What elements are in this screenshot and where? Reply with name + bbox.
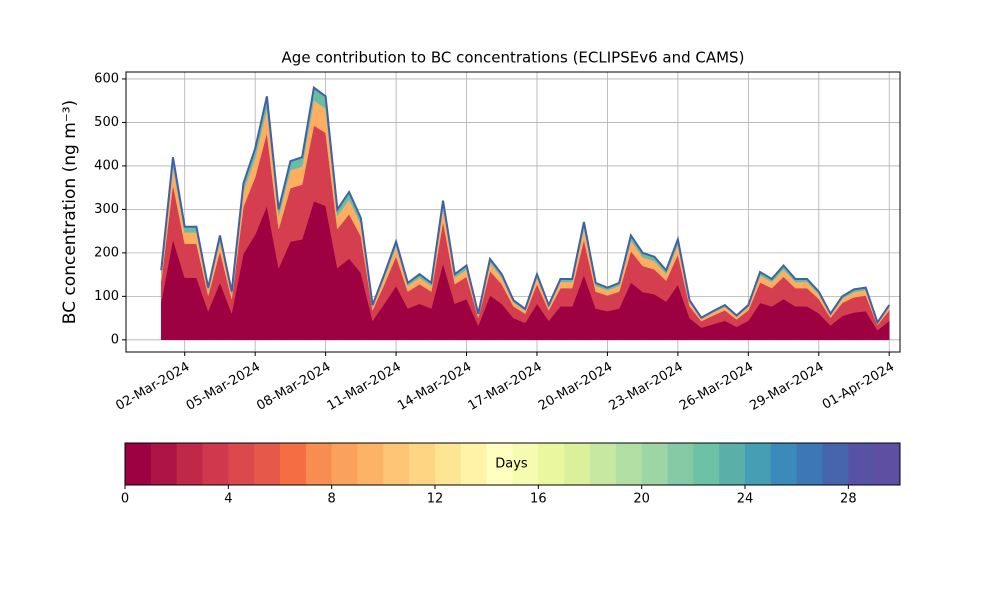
y-tick-label: 300 <box>94 202 119 217</box>
colorbar-cell <box>460 443 488 485</box>
chart-title: Age contribution to BC concentrations (E… <box>282 49 745 67</box>
colorbar-cell <box>383 443 410 485</box>
y-axis-label: BC concentration (ng m⁻³) <box>60 100 80 324</box>
colorbar-tick-label: 8 <box>328 492 336 507</box>
x-tick-label: 08-Mar-2024 <box>254 360 333 414</box>
colorbar-cell <box>693 443 720 485</box>
colorbar-cell <box>228 443 255 485</box>
plot-frame <box>125 71 901 353</box>
colorbar-cell <box>667 443 694 485</box>
y-tick-label: 600 <box>94 71 119 86</box>
colorbar-cell <box>848 443 875 485</box>
colorbar-tick-label: 12 <box>427 492 444 507</box>
colorbar-cell <box>305 443 333 485</box>
y-tick-label: 100 <box>94 289 119 304</box>
colorbar-cell <box>435 443 462 485</box>
total-line <box>160 85 891 325</box>
x-tick-label: 23-Mar-2024 <box>606 360 685 414</box>
colorbar-tick-label: 20 <box>633 492 650 507</box>
colorbar-cell <box>719 443 746 485</box>
colorbar-cell <box>202 443 229 485</box>
colorbar-tick-label: 28 <box>840 492 857 507</box>
colorbar-cell <box>357 443 384 485</box>
x-tick-label: 26-Mar-2024 <box>677 360 756 414</box>
x-tick-label: 20-Mar-2024 <box>536 360 615 414</box>
colorbar-tick-label: 0 <box>121 492 129 507</box>
x-tick-label: 17-Mar-2024 <box>466 360 545 414</box>
colorbar-cell <box>641 443 668 485</box>
colorbar-cell <box>615 443 643 485</box>
colorbar-cell <box>796 443 823 485</box>
colorbar-label: Days <box>495 457 528 472</box>
x-tick-label: 05-Mar-2024 <box>184 360 263 414</box>
colorbar-cell <box>822 443 849 485</box>
colorbar-cell <box>409 443 436 485</box>
colorbar-cell <box>280 443 307 485</box>
colorbar-cell <box>150 443 178 485</box>
y-tick-label: 500 <box>94 115 119 130</box>
colorbar-tick-label: 4 <box>224 492 232 507</box>
colorbar-cell <box>770 443 798 485</box>
colorbar-tick-label: 24 <box>737 492 754 507</box>
colorbar-cell <box>590 443 617 485</box>
colorbar-frame <box>124 442 901 486</box>
colorbar-cell <box>564 443 591 485</box>
colorbar-cell <box>874 443 901 485</box>
colorbar-cell <box>254 443 281 485</box>
colorbar-cell <box>331 443 358 485</box>
colorbar-cell <box>176 443 203 485</box>
y-tick-label: 0 <box>111 332 119 347</box>
x-tick-label: 11-Mar-2024 <box>325 360 404 414</box>
colorbar-cell <box>125 443 152 485</box>
colorbar-cell <box>745 443 772 485</box>
y-tick-label: 400 <box>94 158 119 173</box>
colorbar-cell <box>486 443 513 485</box>
x-tick-label: 02-Mar-2024 <box>113 360 192 414</box>
y-tick-label: 200 <box>94 245 119 260</box>
x-tick-label: 01-Apr-2024 <box>820 360 897 413</box>
x-tick-label: 29-Mar-2024 <box>747 360 826 414</box>
colorbar-cell <box>538 443 565 485</box>
colorbar-cell <box>512 443 539 485</box>
x-tick-label: 14-Mar-2024 <box>395 360 474 414</box>
colorbar-tick-label: 16 <box>530 492 547 507</box>
